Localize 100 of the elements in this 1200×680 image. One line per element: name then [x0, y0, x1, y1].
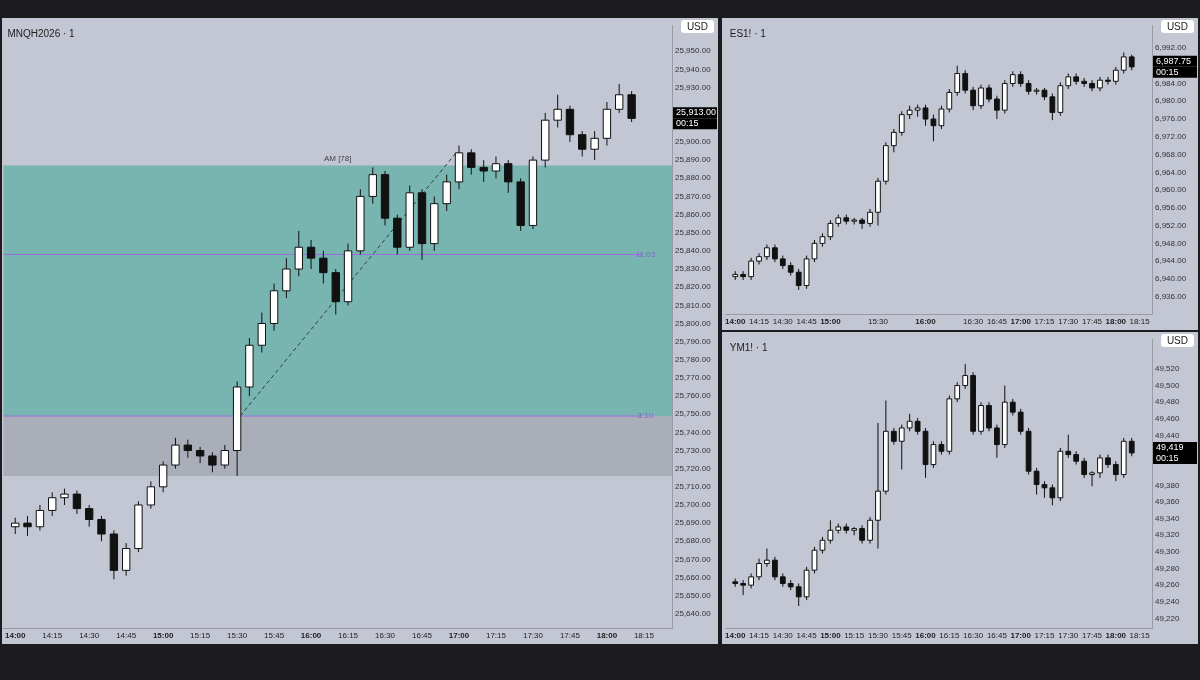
x-tick-label: 15:30 [227, 631, 248, 641]
band-label: AM [78] [323, 153, 352, 163]
y-tick-label: 49,260 [1155, 580, 1181, 590]
y-tick-label: 25,830.00 [675, 264, 712, 274]
y-tick-label: 6,944.00 [1155, 256, 1187, 266]
y-tick-label: 49,320 [1155, 530, 1181, 540]
y-tick-label: 6,956.00 [1155, 203, 1187, 213]
x-tick-label: 18:15 [633, 631, 655, 641]
text: 00:15 [1156, 452, 1179, 463]
x-tick-label: 17:15 [485, 631, 507, 641]
y-tick-label: 25,940.00 [675, 64, 712, 74]
x-tick-label: 14:30 [772, 631, 794, 641]
x-tick-label: 15:45 [264, 631, 285, 641]
candlestick [970, 371, 976, 436]
text: 00:15 [1156, 66, 1179, 77]
x-tick-label: 16:00 [915, 631, 937, 641]
y-tick-label: 49,280 [1155, 563, 1181, 573]
text: USD [680, 20, 714, 33]
x-tick-label: 16:00 [300, 631, 322, 641]
y-tick-label: 25,820.00 [675, 282, 712, 292]
x-tick-label: 17:45 [1082, 317, 1103, 327]
x-tick-label: 16:30 [963, 317, 984, 327]
y-tick-label: 25,850.00 [675, 227, 712, 237]
y-tick-label: 49,480 [1155, 397, 1181, 407]
chart-title: YM1! · 1 [729, 341, 768, 353]
x-tick-label: 17:30 [1058, 631, 1079, 641]
y-tick-label: 25,720.00 [675, 463, 712, 473]
x-tick-label: 14:00 [5, 631, 27, 641]
x-tick-label: 15:00 [152, 631, 174, 641]
x-tick-label: 15:45 [891, 631, 913, 641]
candlestick [756, 252, 762, 265]
x-tick-label: 16:00 [915, 317, 937, 327]
text: 6,987.75 [1156, 55, 1192, 66]
text: USD [1160, 334, 1194, 347]
y-tick-label: 6,952.00 [1155, 220, 1187, 230]
y-tick-label: 25,800.00 [675, 318, 712, 328]
x-tick-label: 14:00 [725, 631, 747, 641]
x-tick-label: 17:00 [448, 631, 470, 641]
x-tick-label: 17:45 [559, 631, 581, 641]
x-tick-label: 14:15 [42, 631, 63, 641]
x-tick-label: 15:15 [844, 631, 865, 641]
x-tick-label: 17:00 [1010, 317, 1032, 327]
text: USD [1160, 20, 1194, 33]
y-tick-label: 49,380 [1155, 480, 1181, 490]
x-tick-label: 18:00 [596, 631, 618, 641]
y-tick-label: 6,964.00 [1155, 167, 1187, 177]
candlestick [208, 451, 217, 473]
y-tick-label: 25,790.00 [675, 336, 712, 346]
y-tick-label: 6,984.00 [1155, 78, 1187, 88]
y-tick-label: 25,740.00 [675, 427, 712, 437]
annotation: 3:10 [637, 411, 654, 421]
candlestick [978, 401, 984, 436]
y-tick-label: 49,460 [1155, 414, 1181, 424]
y-tick-label: 25,730.00 [675, 445, 712, 455]
y-tick-label: 25,700.00 [675, 500, 712, 510]
y-tick-label: 25,670.00 [675, 554, 712, 564]
x-tick-label: 18:00 [1105, 631, 1127, 641]
y-tick-label: 25,640.00 [675, 609, 712, 619]
text: 00:15 [676, 118, 699, 129]
y-tick-label: 49,240 [1155, 596, 1181, 606]
y-tick-label: 25,750.00 [675, 409, 712, 419]
y-tick-label: 25,950.00 [675, 46, 712, 56]
y-tick-label: 25,760.00 [675, 391, 712, 401]
chart-title: ES1! · 1 [729, 27, 767, 39]
y-tick-label: 6,948.00 [1155, 238, 1187, 248]
y-tick-label: 49,300 [1155, 547, 1181, 557]
x-tick-label: 17:15 [1034, 631, 1056, 641]
y-tick-label: 49,440 [1155, 430, 1181, 440]
x-tick-label: 17:45 [1082, 631, 1103, 641]
x-tick-label: 15:30 [867, 631, 889, 641]
y-tick-label: 6,968.00 [1155, 149, 1187, 159]
x-tick-label: 15:00 [820, 631, 842, 641]
x-tick-label: 15:30 [867, 317, 889, 327]
x-tick-label: 14:15 [749, 631, 770, 641]
x-tick-label: 17:30 [522, 631, 544, 641]
x-tick-label: 16:30 [375, 631, 396, 641]
x-tick-label: 16:30 [963, 631, 984, 641]
y-tick-label: 25,810.00 [675, 300, 712, 310]
x-tick-label: 17:00 [1010, 631, 1032, 641]
x-tick-label: 16:15 [939, 631, 960, 641]
x-tick-label: 18:00 [1105, 317, 1127, 327]
candlestick [859, 524, 865, 545]
y-tick-label: 6,992.00 [1155, 43, 1187, 53]
y-tick-label: 49,520 [1155, 364, 1181, 374]
text: 49,419 [1156, 441, 1184, 452]
text: 25,913.00 [676, 107, 717, 118]
x-tick-label: 17:15 [1034, 317, 1056, 327]
y-tick-label: 49,500 [1155, 380, 1181, 390]
x-tick-label: 15:15 [190, 631, 211, 641]
x-tick-label: 16:45 [412, 631, 433, 641]
y-tick-label: 25,770.00 [675, 373, 712, 383]
y-tick-label: 49,220 [1155, 613, 1181, 623]
x-tick-label: 14:00 [725, 317, 747, 327]
chart-title: MNQH2026 · 1 [7, 27, 76, 39]
x-tick-label: 14:30 [772, 317, 794, 327]
y-tick-label: 6,940.00 [1155, 274, 1187, 284]
candlestick [740, 579, 746, 596]
annotation: 11:03 [635, 249, 656, 259]
x-tick-label: 14:45 [796, 631, 818, 641]
x-tick-label: 14:45 [116, 631, 137, 641]
